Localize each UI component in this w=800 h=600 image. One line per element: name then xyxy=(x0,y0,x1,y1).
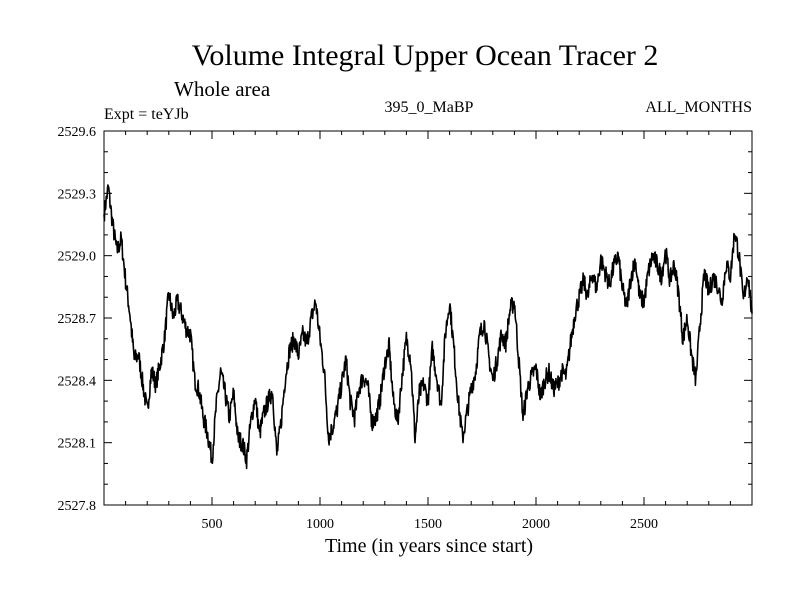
y-tick-label: 2528.7 xyxy=(58,312,97,327)
x-tick-label: 1000 xyxy=(306,517,334,532)
y-tick-label: 2529.3 xyxy=(58,187,97,202)
y-tick-label: 2529.6 xyxy=(58,125,97,140)
x-tick-label: 1500 xyxy=(414,517,442,532)
axis-tick-labels: 500 1000 1500 2000 2500 2527.8 2528.1 2528.4 252… xyxy=(58,125,659,532)
period-label: 395_0_MaBP xyxy=(385,99,474,116)
chart-subtitle: Whole area xyxy=(174,77,271,101)
y-tick-label: 2529.0 xyxy=(58,250,97,265)
series-line xyxy=(103,184,753,470)
plot-frame xyxy=(103,130,753,506)
months-label: ALL_MONTHS xyxy=(645,99,752,116)
axis-ticks xyxy=(104,130,752,506)
x-tick-label: 500 xyxy=(202,517,223,532)
y-tick-label: 2527.8 xyxy=(58,499,97,514)
x-axis-label: Time (in years since start) xyxy=(325,535,533,557)
x-tick-label: 2500 xyxy=(630,517,658,532)
y-tick-label: 2528.4 xyxy=(58,374,97,389)
y-tick-label: 2528.1 xyxy=(58,437,97,452)
chart-title: Volume Integral Upper Ocean Tracer 2 xyxy=(192,39,659,72)
experiment-label: Expt = teYJb xyxy=(104,106,189,123)
x-tick-label: 2000 xyxy=(522,517,550,532)
